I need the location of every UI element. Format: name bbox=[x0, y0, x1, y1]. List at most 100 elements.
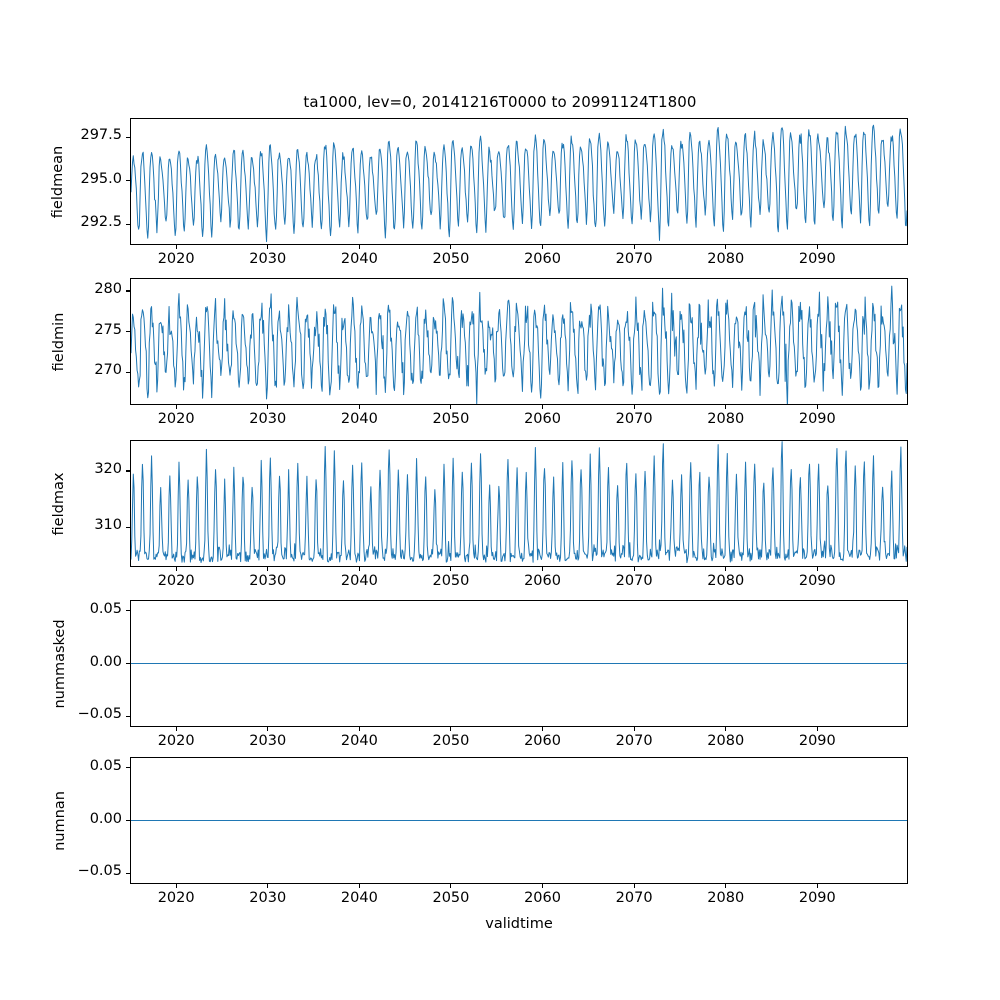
xtick-mark-fieldmean-5 bbox=[633, 245, 635, 249]
ytick-label-fieldmean-1: 295.0 bbox=[80, 170, 122, 187]
xtick-mark-fieldmin-3 bbox=[450, 405, 452, 409]
xtick-mark-fieldmean-4 bbox=[541, 245, 544, 249]
xlabel: validtime bbox=[485, 916, 553, 932]
xtick-mark-numnan-5 bbox=[633, 884, 635, 888]
xtick-mark-fieldmin-4 bbox=[541, 405, 544, 409]
xtick-label-fieldmin-2: 2040 bbox=[340, 411, 378, 427]
axes-fieldmean bbox=[130, 118, 908, 245]
axes-nummasked bbox=[130, 600, 908, 727]
xtick-label-numnan-3: 2050 bbox=[432, 890, 470, 906]
xtick-mark-fieldmax-2 bbox=[358, 567, 360, 571]
xtick-mark-fieldmax-0 bbox=[175, 567, 177, 571]
xtick-mark-numnan-6 bbox=[725, 884, 727, 888]
axes-fieldmin bbox=[130, 278, 908, 405]
xtick-label-fieldmean-6: 2080 bbox=[707, 251, 745, 267]
ytick-label-numnan-2: 0.05 bbox=[89, 757, 122, 774]
xtick-mark-fieldmax-5 bbox=[633, 567, 635, 571]
axes-fieldmax bbox=[130, 440, 908, 567]
xtick-mark-nummasked-7 bbox=[816, 727, 818, 731]
xtick-mark-fieldmax-3 bbox=[450, 567, 452, 571]
ytick-mark-fieldmin-2 bbox=[126, 290, 130, 292]
xtick-mark-fieldmean-6 bbox=[725, 245, 727, 249]
xtick-label-fieldmin-5: 2070 bbox=[615, 411, 653, 427]
xtick-label-fieldmean-5: 2070 bbox=[615, 251, 653, 267]
xtick-label-numnan-4: 2060 bbox=[524, 890, 561, 906]
xtick-label-numnan-0: 2020 bbox=[157, 890, 195, 906]
xtick-label-nummasked-0: 2020 bbox=[157, 733, 195, 749]
ytick-label-fieldmax-1: 320 bbox=[94, 461, 122, 478]
ylabel-fieldmin: fieldmin bbox=[51, 312, 67, 372]
ytick-mark-fieldmin-0 bbox=[126, 371, 130, 373]
ytick-mark-fieldmin-1 bbox=[126, 331, 130, 333]
ytick-label-fieldmin-1: 275 bbox=[94, 321, 122, 338]
xtick-label-fieldmean-7: 2090 bbox=[798, 251, 836, 267]
xtick-mark-fieldmin-0 bbox=[175, 405, 177, 409]
ytick-mark-fieldmean-1 bbox=[126, 180, 130, 182]
xtick-mark-fieldmean-2 bbox=[358, 245, 360, 249]
xtick-label-nummasked-3: 2050 bbox=[432, 733, 470, 749]
axes-numnan bbox=[130, 757, 908, 884]
xtick-mark-numnan-2 bbox=[358, 884, 360, 888]
xtick-label-fieldmax-1: 2030 bbox=[249, 573, 287, 589]
xtick-label-nummasked-4: 2060 bbox=[524, 733, 561, 749]
ytick-mark-numnan-2 bbox=[126, 767, 130, 769]
xtick-mark-fieldmin-6 bbox=[725, 405, 727, 409]
ytick-mark-fieldmean-0 bbox=[126, 223, 130, 225]
ytick-label-numnan-0: −0.05 bbox=[77, 863, 122, 880]
xtick-label-numnan-1: 2030 bbox=[249, 890, 287, 906]
xtick-label-fieldmax-7: 2090 bbox=[798, 573, 836, 589]
ytick-mark-fieldmax-1 bbox=[126, 470, 130, 472]
ytick-label-numnan-1: 0.00 bbox=[89, 810, 122, 827]
xtick-mark-nummasked-1 bbox=[267, 727, 269, 731]
xtick-mark-fieldmean-0 bbox=[175, 245, 177, 249]
xtick-mark-fieldmean-7 bbox=[816, 245, 818, 249]
xtick-mark-numnan-4 bbox=[541, 884, 544, 888]
ytick-label-fieldmin-2: 280 bbox=[94, 281, 122, 298]
xtick-mark-nummasked-3 bbox=[450, 727, 452, 731]
xtick-mark-fieldmean-1 bbox=[267, 245, 269, 249]
xtick-label-fieldmean-1: 2030 bbox=[249, 251, 287, 267]
ytick-mark-nummasked-0 bbox=[126, 715, 130, 717]
plot-area-fieldmin bbox=[131, 279, 907, 404]
xtick-mark-numnan-0 bbox=[175, 884, 177, 888]
xtick-label-fieldmin-0: 2020 bbox=[157, 411, 195, 427]
xtick-mark-fieldmax-1 bbox=[267, 567, 269, 571]
plot-area-numnan bbox=[131, 758, 907, 883]
ytick-mark-fieldmean-2 bbox=[126, 136, 130, 138]
xtick-label-nummasked-2: 2040 bbox=[340, 733, 378, 749]
ytick-mark-numnan-0 bbox=[126, 872, 130, 874]
xtick-mark-fieldmax-4 bbox=[541, 567, 544, 571]
ytick-mark-fieldmax-0 bbox=[126, 526, 130, 529]
plot-area-nummasked bbox=[131, 601, 907, 726]
xtick-mark-fieldmax-6 bbox=[725, 567, 727, 571]
plot-area-fieldmax bbox=[131, 441, 907, 566]
xtick-label-nummasked-7: 2090 bbox=[798, 733, 836, 749]
xtick-mark-numnan-3 bbox=[450, 884, 452, 888]
xtick-label-fieldmax-6: 2080 bbox=[707, 573, 745, 589]
xtick-mark-fieldmean-3 bbox=[450, 245, 452, 249]
xtick-label-fieldmax-2: 2040 bbox=[340, 573, 378, 589]
xtick-label-fieldmax-4: 2060 bbox=[524, 573, 561, 589]
xtick-label-nummasked-6: 2080 bbox=[707, 733, 745, 749]
ytick-mark-numnan-1 bbox=[126, 819, 130, 822]
ytick-label-nummasked-0: −0.05 bbox=[77, 706, 122, 723]
ytick-label-fieldmean-0: 292.5 bbox=[80, 214, 122, 231]
xtick-label-fieldmin-4: 2060 bbox=[524, 411, 561, 427]
ytick-mark-nummasked-2 bbox=[126, 610, 130, 612]
xtick-mark-fieldmin-1 bbox=[267, 405, 269, 409]
ytick-mark-nummasked-1 bbox=[126, 662, 130, 665]
xtick-label-fieldmax-3: 2050 bbox=[432, 573, 470, 589]
xtick-label-numnan-6: 2080 bbox=[707, 890, 745, 906]
xtick-mark-fieldmin-7 bbox=[816, 405, 818, 409]
xtick-label-fieldmean-4: 2060 bbox=[524, 251, 561, 267]
xtick-label-fieldmin-6: 2080 bbox=[707, 411, 745, 427]
figure-title: ta1000, lev=0, 20141216T0000 to 20991124… bbox=[303, 93, 697, 111]
xtick-mark-numnan-1 bbox=[267, 884, 269, 888]
xtick-label-fieldmean-0: 2020 bbox=[157, 251, 195, 267]
series-fieldmean bbox=[131, 125, 907, 241]
xtick-label-fieldmean-2: 2040 bbox=[340, 251, 378, 267]
ytick-label-fieldmean-2: 297.5 bbox=[80, 127, 122, 144]
xtick-label-nummasked-1: 2030 bbox=[249, 733, 287, 749]
xtick-label-fieldmin-7: 2090 bbox=[798, 411, 836, 427]
